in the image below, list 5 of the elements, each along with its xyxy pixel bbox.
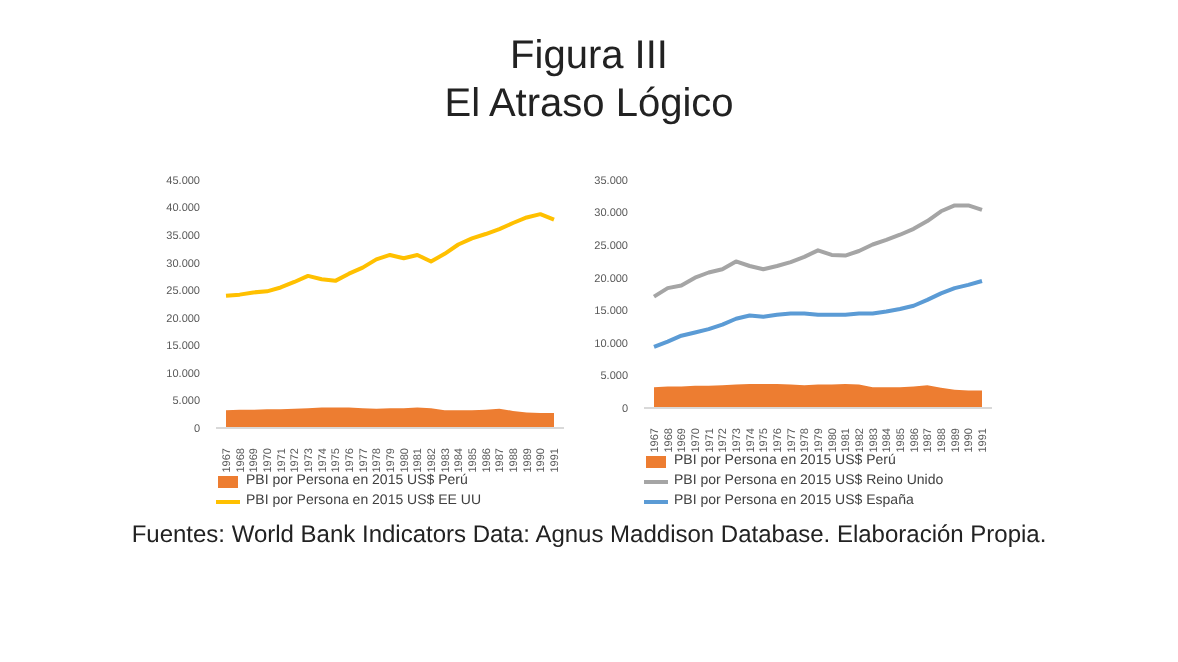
line-series bbox=[652, 278, 984, 349]
source-note: Fuentes: World Bank Indicators Data: Agnus Maddison Database. Elaboración Propia. bbox=[129, 520, 1049, 548]
line-series bbox=[652, 203, 984, 299]
chart-title: Figura III El Atraso Lógico bbox=[442, 32, 736, 128]
line-series bbox=[224, 212, 556, 298]
